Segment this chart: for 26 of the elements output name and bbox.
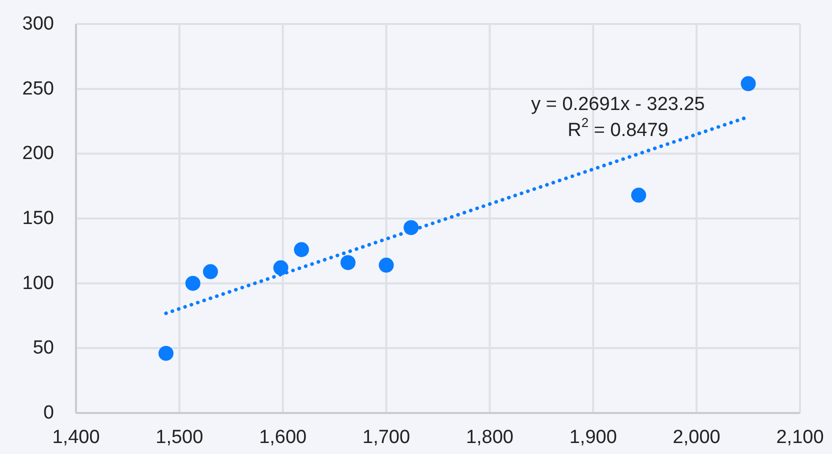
x-tick-label: 1,900 [569, 427, 617, 448]
x-tick-label: 1,800 [466, 427, 514, 448]
x-tick-label: 1,700 [362, 427, 410, 448]
point [631, 188, 646, 203]
x-tick-label: 1,600 [259, 427, 307, 448]
point [273, 260, 288, 276]
annotation: R$^{2}$ = 0.8479 [568, 115, 668, 140]
y-tick-label: 150 [22, 208, 54, 229]
y-tick-label: 100 [22, 272, 54, 294]
x-tick-label: 1,400 [52, 427, 100, 448]
y-tick-label: 250 [22, 78, 54, 100]
x-tick-label: 2,000 [672, 427, 720, 448]
point [340, 255, 356, 270]
point [740, 76, 756, 92]
point [202, 264, 218, 280]
point [158, 346, 174, 361]
y-tick-label: 300 [22, 14, 54, 34]
annotation: y = 0.2691x - 323.25 [531, 94, 705, 114]
y-tick-label: 200 [22, 143, 54, 164]
point [378, 258, 394, 273]
y-tick-label: 50 [32, 338, 54, 359]
x-tick-label: 1,500 [156, 427, 204, 448]
y-tick-label: 0 [43, 402, 54, 424]
point [294, 242, 309, 258]
point [185, 276, 200, 291]
x-tick-label: 2,100 [776, 427, 824, 448]
